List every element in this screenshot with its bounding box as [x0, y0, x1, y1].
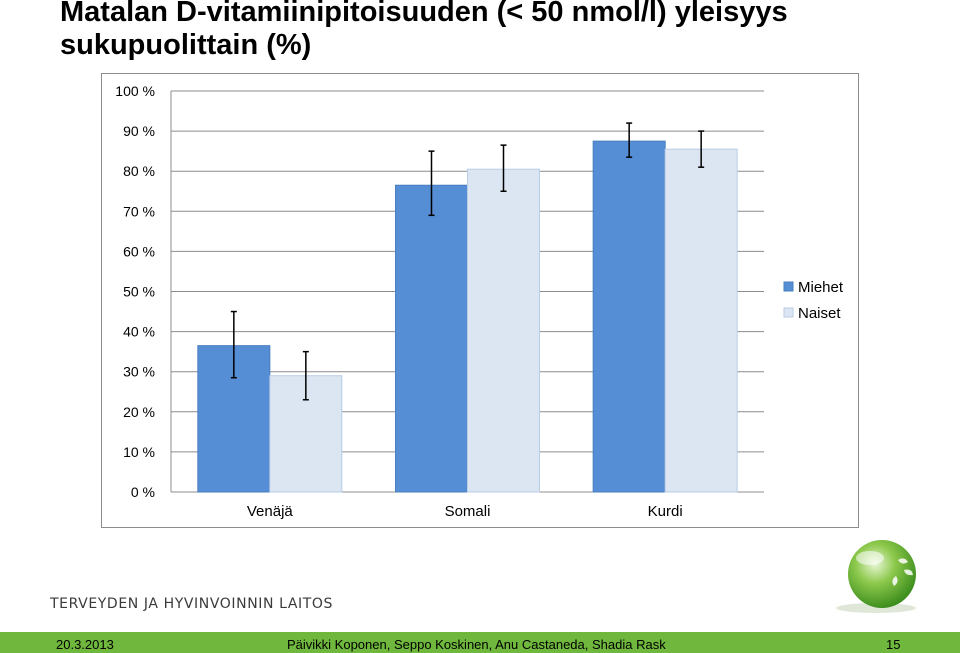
x-tick-label: Somali: [445, 503, 491, 520]
page-title-line-1: Matalan D-vitamiinipitoisuuden (< 50 nmo…: [60, 0, 788, 28]
bar-miehet-2: [592, 140, 666, 493]
y-tick-label: 80 %: [123, 163, 155, 179]
y-tick-label: 0 %: [131, 484, 155, 500]
bar-naiset-1: [467, 168, 540, 493]
legend-label: Miehet: [798, 279, 844, 296]
y-tick-label: 40 %: [123, 324, 155, 340]
footer-bar: [0, 632, 960, 653]
legend-label: Naiset: [798, 305, 841, 322]
page-title-line-2: sukupuolittain (%): [60, 29, 312, 61]
organization-logo-icon: [836, 540, 916, 613]
bar-naiset-2: [664, 148, 738, 493]
x-tick-label: Kurdi: [648, 503, 683, 520]
page-number: 15: [886, 637, 901, 652]
y-tick-label: 30 %: [123, 364, 155, 380]
y-tick-label: 20 %: [123, 404, 155, 420]
x-tick-label: Venäjä: [247, 503, 294, 520]
y-tick-label: 60 %: [123, 243, 155, 259]
page-title: Matalan D-vitamiinipitoisuuden (< 50 nmo…: [60, 0, 940, 62]
legend-swatch: [783, 281, 794, 292]
bar-chart: 0 % 10 % 20 % 30 % 40 % 50 % 60 % 70 % 80 % 90 % 1…: [115, 83, 844, 520]
y-tick-label: 90 %: [123, 123, 155, 139]
y-tick-label: 10 %: [123, 444, 155, 460]
footer-date: 20.3.2013: [56, 637, 114, 652]
bar-miehet-1: [395, 184, 468, 493]
y-tick-label: 100 %: [115, 83, 155, 99]
chart-frame: 0 % 10 % 20 % 30 % 40 % 50 % 60 % 70 % 80 % 90 % 1…: [101, 73, 859, 528]
organization-name: TERVEYDEN JA HYVINVOINNIN LAITOS: [50, 596, 334, 612]
y-tick-label: 70 %: [123, 203, 155, 219]
y-tick-label: 50 %: [123, 284, 155, 300]
legend-swatch: [783, 307, 794, 318]
footer-authors: Päivikki Koponen, Seppo Koskinen, Anu Ca…: [287, 637, 666, 652]
